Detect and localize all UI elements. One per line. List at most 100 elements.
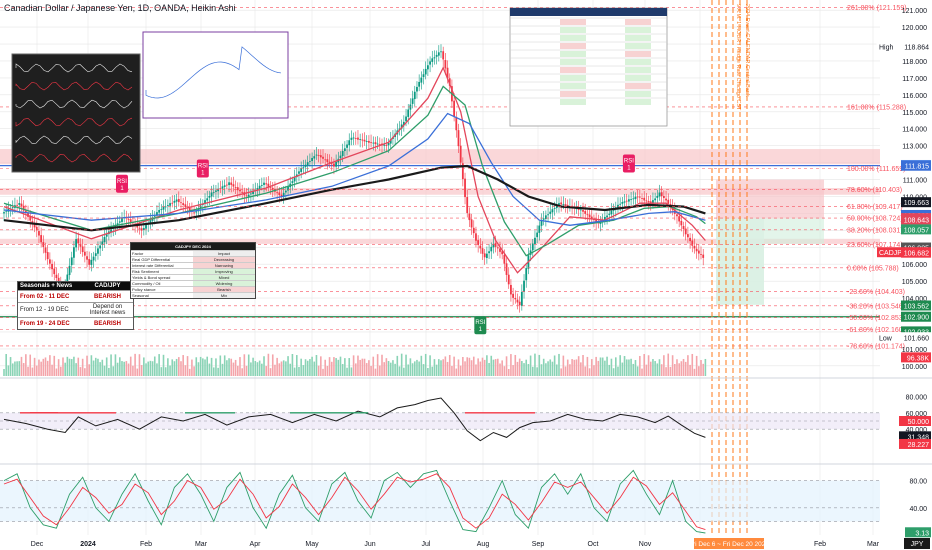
volume-bar: [518, 358, 521, 376]
volume-bar: [538, 354, 541, 376]
volume-bar: [676, 359, 678, 376]
time-axis-label: Apr: [250, 541, 262, 548]
volume-bar: [110, 354, 112, 376]
volume-bar: [202, 358, 204, 376]
price-axis-label: 105.000: [902, 279, 927, 286]
candle-body: [239, 189, 241, 192]
rsi-axis-label: 80.000: [906, 394, 928, 401]
candle-body: [11, 207, 14, 209]
volume-bar: [7, 365, 10, 376]
volume-bar: [70, 359, 73, 376]
candle-body: [346, 144, 348, 148]
candle-body: [361, 139, 364, 141]
volume-bar: [16, 361, 18, 376]
candle-body: [212, 192, 215, 194]
price-tag-value: 109.663: [904, 200, 929, 207]
volume-bar: [178, 357, 180, 376]
volume-bar: [444, 356, 447, 376]
candle-body: [263, 182, 265, 185]
volume-bar: [590, 359, 593, 376]
volume-bar: [424, 353, 427, 376]
volume-bar: [99, 362, 101, 376]
volume-bar: [521, 361, 523, 376]
volume-bar: [405, 354, 407, 376]
volume-bar: [221, 363, 224, 376]
inset-screenshot-dark: [11, 53, 141, 173]
volume-bar: [108, 367, 110, 376]
candle-body: [38, 231, 40, 236]
candle-body: [590, 216, 593, 219]
candle-body: [628, 199, 630, 202]
volume-bar: [490, 355, 493, 376]
candle-body: [479, 245, 482, 249]
candle-body: [691, 240, 694, 246]
price-axis-label: 116.000: [902, 93, 927, 100]
price-axis-label: 113.000: [902, 144, 927, 151]
candle-body: [162, 206, 165, 210]
volume-bar: [514, 354, 517, 376]
candle-body: [483, 253, 486, 258]
volume-bar: [606, 356, 608, 376]
rsi-value-box: [899, 431, 931, 442]
volume-bar: [40, 361, 42, 376]
stoch-d-line: [3, 473, 706, 531]
candle-body: [53, 268, 56, 275]
volume-bar: [195, 357, 198, 376]
fib-level-label: 100.00% (111.659): [847, 166, 906, 173]
volume-bar: [665, 367, 667, 376]
volume-bar: [278, 363, 281, 376]
candle-body: [322, 156, 324, 159]
candle-body: [88, 259, 91, 265]
candle-body: [241, 191, 244, 193]
date-range-text: Fri Dec 6 ~ Fri Dec 20 2024: [689, 541, 769, 548]
candle-body: [208, 195, 211, 198]
volume-bar: [643, 354, 646, 376]
position-target-box: [764, 218, 824, 244]
candle-body: [407, 109, 410, 117]
candle-body: [343, 148, 346, 152]
volume-bar: [689, 364, 691, 376]
event-vertical-label: 9 A.M. 1-HOUR / Hedge Rate Chicago CST: [735, 4, 741, 111]
candle-body: [302, 167, 305, 169]
candle-body: [374, 142, 377, 145]
candle-body: [431, 58, 434, 62]
volume-bar: [599, 357, 602, 376]
volume-bar: [381, 354, 383, 376]
candle-body: [584, 211, 587, 214]
volume-bar: [486, 355, 488, 376]
volume-bar: [470, 360, 473, 376]
volume-bar: [14, 361, 16, 376]
inset-table-cell: [625, 83, 651, 89]
volume-bar: [20, 356, 23, 376]
top-down-cell: Improving: [193, 269, 255, 274]
volume-bar: [3, 369, 5, 376]
volume-bar: [673, 364, 676, 376]
volume-bar: [464, 361, 466, 376]
rsi-marker-box: [115, 174, 128, 193]
inset-table-cell: [560, 83, 586, 89]
price-axis-label: 121.000: [902, 8, 927, 15]
top-down-cell: Commodity / Oil: [132, 281, 161, 286]
volume-bar: [35, 365, 38, 376]
volume-bar: [379, 365, 381, 376]
fib-level-label: -23.60% (104.403): [847, 289, 905, 296]
volume-bar: [529, 355, 532, 376]
volume-bar: [551, 361, 554, 376]
volume-bar: [265, 366, 267, 376]
candle-body: [687, 234, 689, 238]
candle-body: [328, 161, 331, 163]
candle-body: [40, 235, 43, 243]
fib-level-label: -38.20% (103.546): [847, 303, 905, 310]
candle-body: [311, 157, 313, 162]
seasonals-period: From 19 - 24 DEC: [20, 320, 70, 327]
price-tag-box: [901, 300, 931, 311]
volume-bar: [494, 359, 497, 376]
price-tag: 108.643: [901, 214, 931, 225]
volume-bar: [619, 355, 621, 376]
price-tag-label: CADJPY: [879, 250, 907, 257]
candle-body: [435, 54, 438, 57]
volume-bar: [311, 356, 313, 376]
volume-bar: [593, 365, 595, 376]
candle-body: [138, 227, 141, 229]
candle-body: [700, 254, 702, 255]
